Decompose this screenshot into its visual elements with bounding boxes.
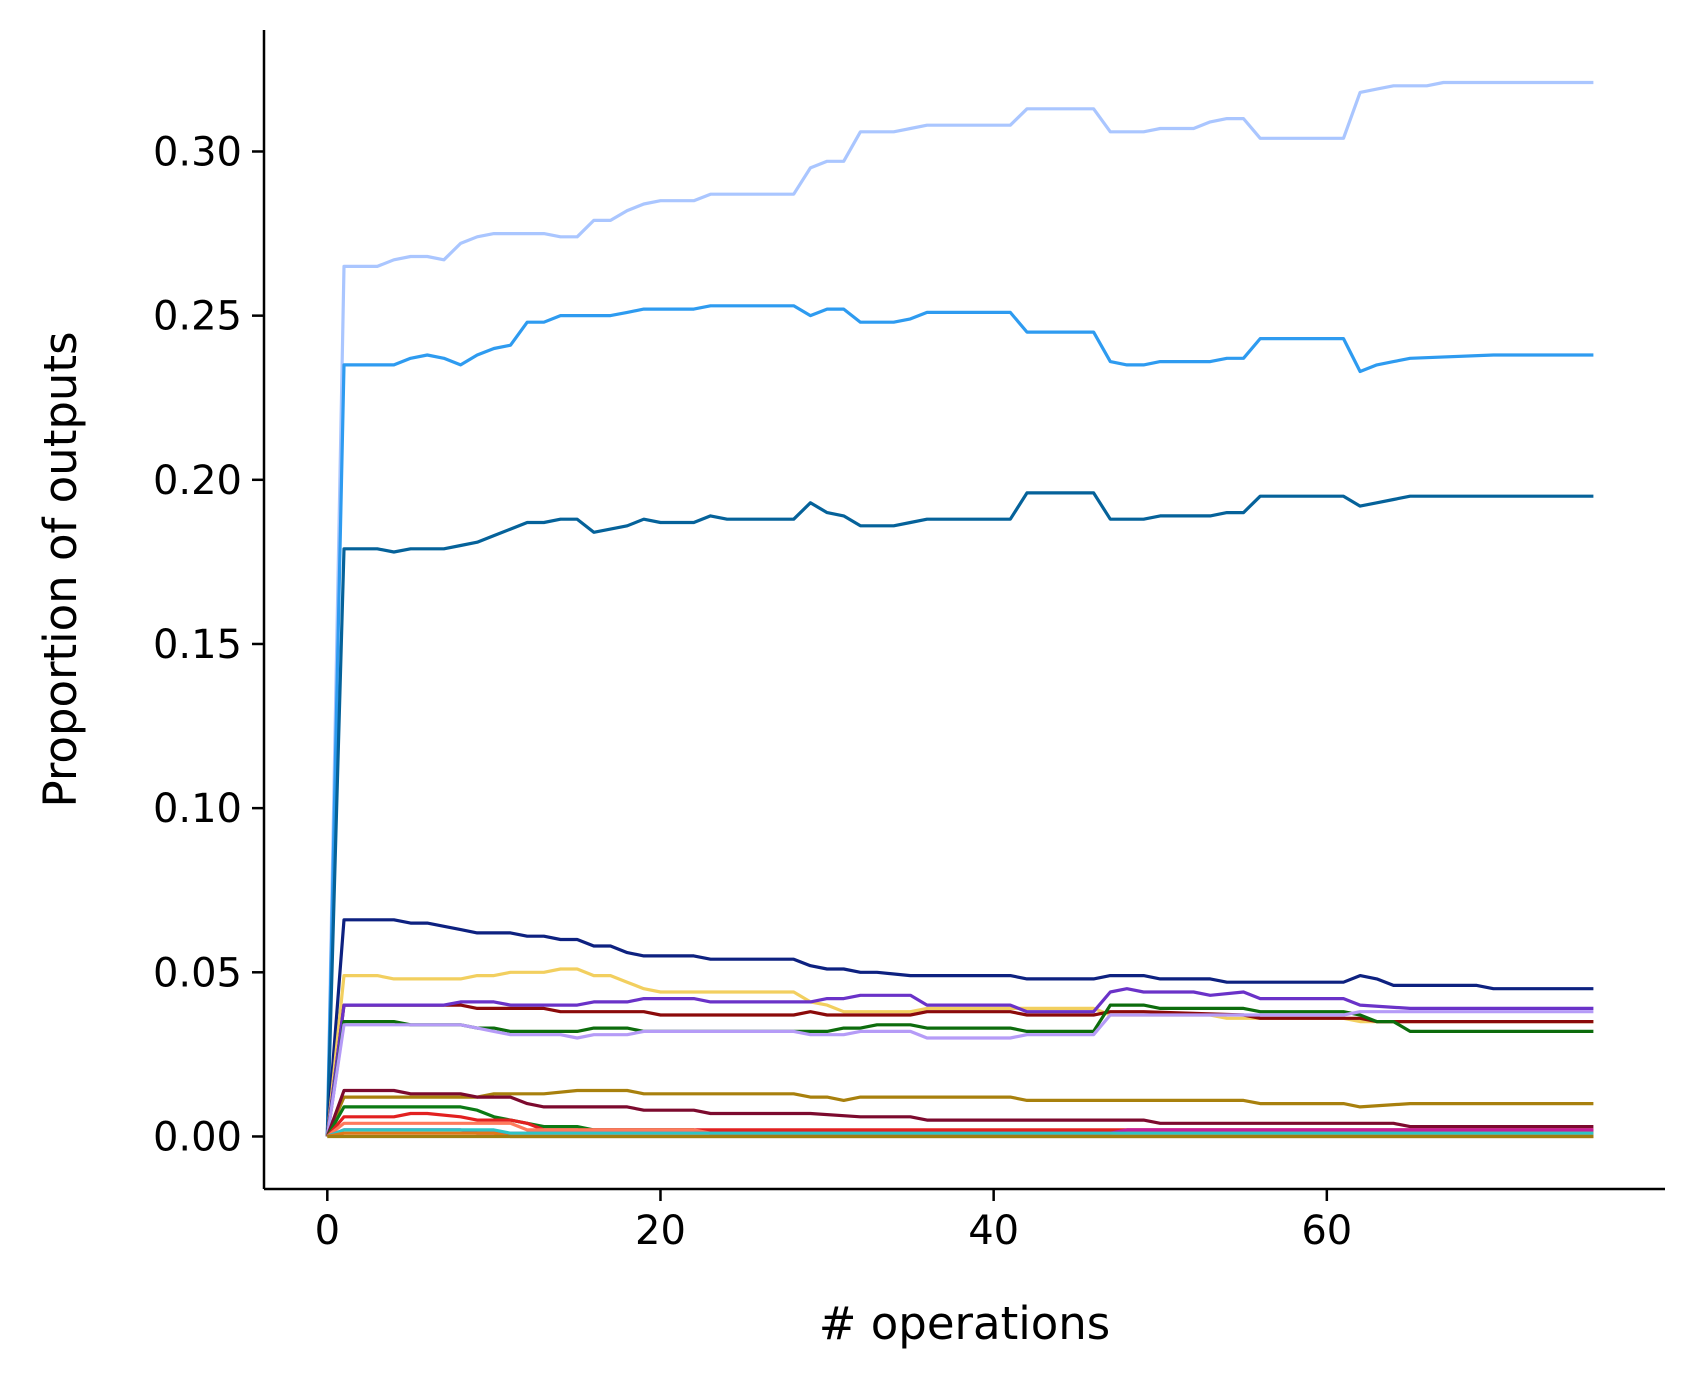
series-line-6 xyxy=(325,1003,1594,1137)
series-line-1 xyxy=(325,80,1594,1137)
series-line-7 xyxy=(325,987,1594,1137)
y-axis-label: Proportion of outputs xyxy=(34,331,87,807)
y-tick-label: 0.15 xyxy=(153,622,242,668)
series-line-8 xyxy=(325,1003,1594,1137)
series-line-2 xyxy=(325,304,1594,1137)
x-tick-label: 40 xyxy=(968,1208,1019,1254)
series-line-14 xyxy=(326,1121,1594,1138)
series-line-5 xyxy=(325,967,1594,1137)
y-tick-label: 0.25 xyxy=(153,294,242,340)
axes-layer xyxy=(262,30,1665,1191)
y-tick-label: 0.00 xyxy=(153,1114,242,1160)
y-tick-label: 0.10 xyxy=(153,786,242,832)
y-tick-label: 0.30 xyxy=(153,129,242,175)
x-tick-label: 20 xyxy=(635,1208,686,1254)
y-tick-label: 0.05 xyxy=(153,950,242,996)
x-axis-label: # operations xyxy=(819,1297,1111,1350)
series-line-16 xyxy=(326,1128,1594,1138)
x-ticks: 0 20 40 60 xyxy=(315,1189,1352,1254)
series-line-10 xyxy=(325,1088,1594,1138)
series-line-4 xyxy=(325,918,1594,1137)
x-tick-label: 60 xyxy=(1301,1208,1352,1254)
y-ticks: 0.00 0.05 0.10 0.15 0.20 0.25 0.30 xyxy=(153,129,264,1160)
y-tick-label: 0.20 xyxy=(153,458,242,504)
series-line-9 xyxy=(325,1010,1594,1137)
x-tick-label: 0 xyxy=(315,1208,340,1254)
series-line-3 xyxy=(325,491,1594,1137)
series-line-11 xyxy=(325,1088,1594,1138)
series-layer xyxy=(325,80,1594,1139)
